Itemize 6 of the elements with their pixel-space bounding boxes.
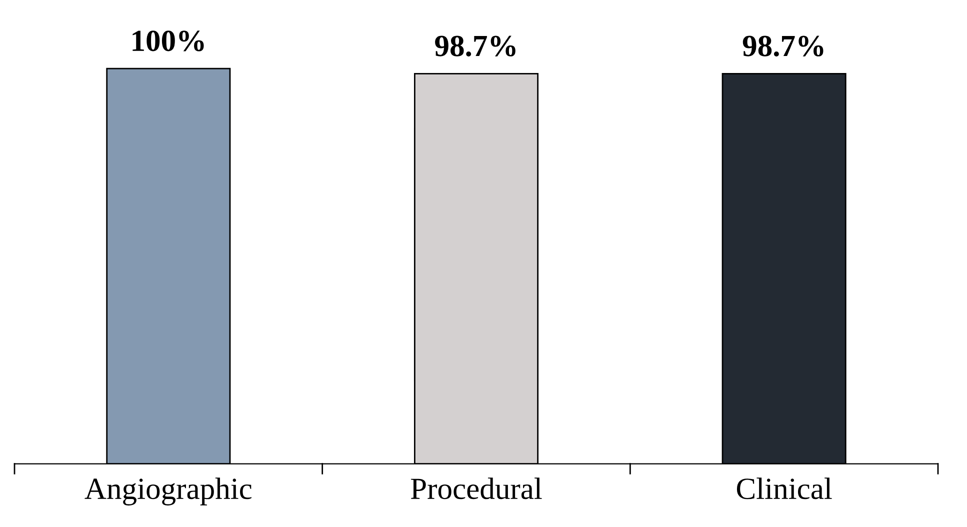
data-label: 98.7% xyxy=(742,36,824,56)
x-tick-label: Procedural xyxy=(410,478,542,500)
x-tick-label: Clinical xyxy=(736,478,832,500)
data-label: 100% xyxy=(132,30,204,52)
data-label: 98.7% xyxy=(435,36,516,56)
x-tick-label: Angiographic xyxy=(84,478,252,506)
